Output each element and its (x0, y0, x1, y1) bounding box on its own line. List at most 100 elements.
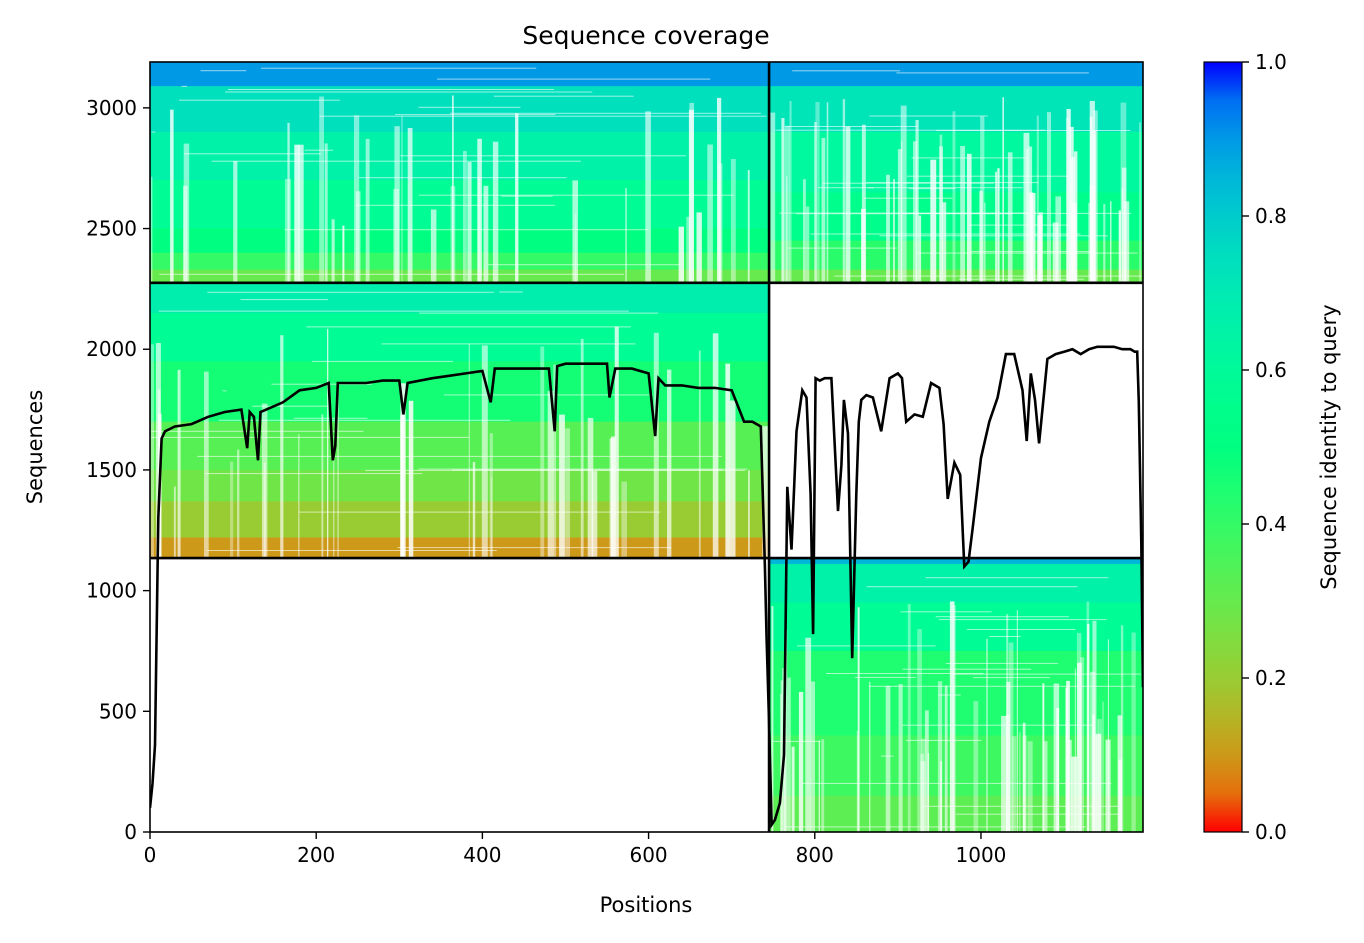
gap-streak (572, 180, 578, 283)
gap-streak (1120, 102, 1127, 283)
gap-line (868, 685, 1135, 687)
gap-line (306, 326, 631, 328)
gap-streak (995, 171, 998, 283)
gap-streak (614, 326, 619, 558)
gap-line (923, 805, 1120, 807)
gap-streak (1008, 642, 1014, 832)
heatmap-area (150, 62, 1143, 832)
coverage-line (150, 345, 1143, 829)
gap-streak (515, 113, 519, 283)
coverage-band (150, 62, 770, 87)
gap-streak (609, 438, 615, 559)
gap-streak (587, 417, 594, 559)
gap-streak (815, 102, 820, 283)
gap-streak (1131, 632, 1136, 832)
gap-line (900, 611, 992, 613)
gap-streak (1028, 146, 1033, 283)
gap-streak (821, 137, 826, 283)
gap-streak (791, 746, 795, 832)
plot-frame (149, 61, 1144, 833)
coverage-band (769, 62, 1143, 87)
gap-line (925, 577, 1109, 579)
gap-streak (1044, 741, 1048, 832)
gap-streak (170, 109, 174, 283)
gap-streak (821, 739, 825, 832)
gap-streak (408, 400, 414, 559)
gap-streak (1102, 701, 1104, 832)
gap-streak (621, 481, 627, 558)
gap-line (240, 299, 328, 301)
colorbar-label: Sequence identity to query (1317, 304, 1341, 589)
gap-streak (900, 105, 907, 283)
gap-line (356, 204, 555, 206)
gap-streak (1080, 657, 1085, 832)
colorbar-tick-label: 0.0 (1255, 820, 1287, 844)
gap-streak (331, 219, 335, 283)
gap-line (879, 235, 1108, 237)
gap-streak (1065, 687, 1069, 832)
gap-streak (712, 333, 719, 558)
gap-line (150, 436, 470, 438)
gap-line (822, 182, 994, 184)
x-tick-label: 200 (297, 843, 335, 867)
gap-streak (233, 161, 238, 283)
gap-streak (942, 202, 947, 283)
gap-streak (481, 345, 488, 559)
gap-line (915, 252, 1138, 254)
gap-streak (1097, 718, 1100, 832)
coverage-band (769, 558, 1143, 565)
gap-streak (805, 637, 812, 832)
gap-streak (452, 95, 454, 283)
gap-streak (886, 174, 890, 283)
gap-line (936, 130, 1131, 131)
gap-line (855, 676, 917, 678)
gap-streak (1123, 201, 1130, 283)
y-tick-label: 0 (124, 820, 137, 844)
gap-streak (547, 390, 554, 558)
gap-streak (686, 216, 691, 283)
gap-streak (913, 141, 918, 283)
gap-streak (857, 607, 860, 832)
gap-streak (861, 124, 866, 283)
gap-streak (762, 426, 768, 558)
gap-streak (298, 144, 304, 283)
gap-streak (401, 115, 403, 283)
gap-line (867, 187, 874, 189)
gap-streak (984, 202, 986, 283)
gap-line (938, 619, 1107, 621)
gap-line (863, 197, 953, 199)
gap-line (810, 233, 1081, 235)
gap-line (200, 70, 247, 72)
gap-line (788, 247, 897, 249)
gap-streak (1027, 741, 1033, 832)
gap-streak (696, 212, 702, 283)
coverage-band (150, 180, 770, 230)
gap-streak (707, 144, 713, 283)
gap-streak (483, 185, 489, 283)
gap-streak (973, 701, 979, 832)
gap-line (228, 89, 554, 90)
coverage-band (769, 240, 1143, 271)
gap-line (488, 264, 680, 266)
gap-line (418, 106, 521, 108)
gap-streak (394, 126, 400, 283)
gap-line (966, 629, 1076, 630)
y-tick-label: 500 (99, 699, 137, 723)
gap-streak (1066, 117, 1070, 283)
gap-streak (280, 335, 284, 559)
gap-streak (1023, 132, 1030, 283)
gap-streak (949, 601, 955, 832)
gap-line (159, 273, 624, 275)
gap-streak (1071, 756, 1077, 832)
gap-line (908, 188, 956, 190)
colorbar-tick-label: 0.2 (1255, 666, 1287, 690)
gap-line (452, 469, 723, 471)
gap-streak (917, 629, 922, 832)
gap-line (905, 739, 982, 741)
gap-streak (1087, 624, 1090, 832)
gap-streak (294, 144, 300, 283)
gap-line (989, 636, 1021, 637)
gap-streak (1066, 109, 1071, 283)
gap-streak (789, 101, 792, 283)
